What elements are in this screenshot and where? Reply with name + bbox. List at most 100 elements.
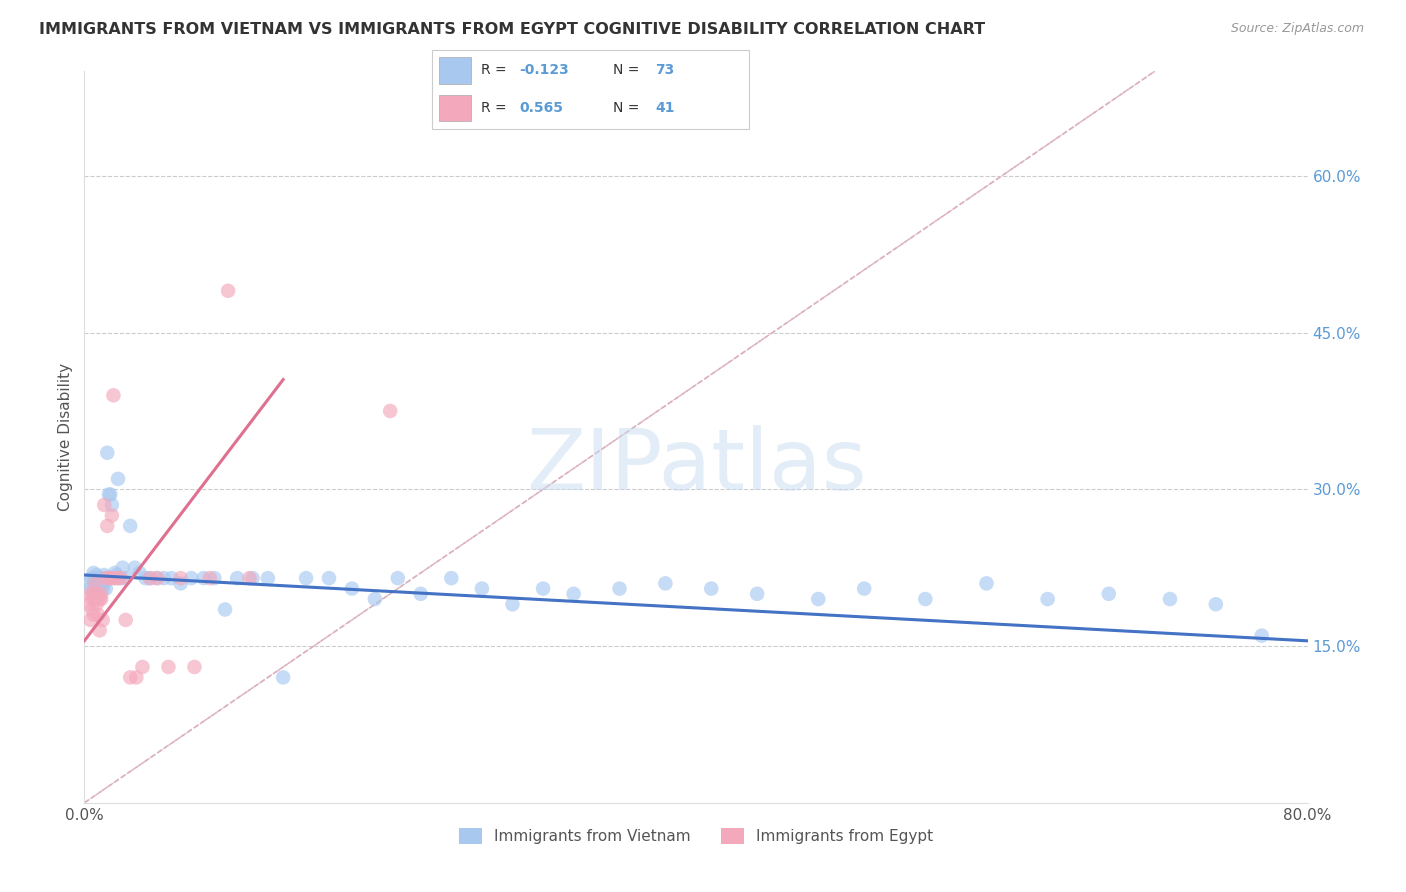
Point [97, 487, 120, 501]
Point [97, 571, 120, 585]
Text: 41: 41 [655, 101, 675, 115]
Point [94, 582, 117, 596]
Point [120, 519, 142, 533]
Point [96, 446, 118, 460]
Point [387, 571, 409, 585]
Point [1205, 597, 1227, 611]
Point [87, 607, 110, 622]
Point [93, 576, 115, 591]
Point [77, 597, 100, 611]
Point [84, 592, 107, 607]
Legend: Immigrants from Vietnam, Immigrants from Egypt: Immigrants from Vietnam, Immigrants from… [453, 822, 939, 850]
FancyBboxPatch shape [432, 50, 749, 128]
Point [87, 592, 110, 607]
FancyBboxPatch shape [439, 95, 471, 121]
Point [110, 571, 132, 585]
Point [87, 587, 110, 601]
Point [193, 571, 215, 585]
Point [914, 592, 936, 607]
Point [87, 571, 110, 585]
Text: N =: N = [613, 101, 644, 115]
Point [471, 582, 494, 596]
Text: R =: R = [481, 101, 510, 115]
Point [80, 592, 103, 607]
Point [976, 576, 998, 591]
Point [120, 670, 142, 684]
Point [807, 592, 830, 607]
Point [83, 587, 105, 601]
Point [98, 487, 121, 501]
Point [160, 571, 183, 585]
Text: R =: R = [481, 63, 510, 77]
Point [98, 571, 121, 585]
Point [80, 602, 103, 616]
Point [139, 571, 162, 585]
Point [128, 566, 150, 580]
Point [107, 571, 129, 585]
Point [135, 571, 157, 585]
Point [257, 571, 280, 585]
Point [83, 566, 105, 580]
Point [104, 571, 127, 585]
Point [242, 571, 264, 585]
Text: -0.123: -0.123 [519, 63, 569, 77]
Point [1159, 592, 1181, 607]
Point [364, 592, 387, 607]
Point [340, 582, 363, 596]
Point [91, 582, 114, 596]
Point [214, 602, 236, 616]
Point [90, 578, 112, 592]
Point [89, 624, 111, 638]
Point [125, 670, 148, 684]
Point [93, 568, 115, 582]
Point [91, 613, 114, 627]
Point [94, 571, 117, 585]
Point [111, 560, 134, 574]
Point [747, 587, 769, 601]
Point [79, 582, 101, 596]
Point [853, 582, 876, 596]
Point [1098, 587, 1121, 601]
Point [89, 576, 111, 591]
Point [90, 592, 112, 607]
Point [80, 571, 103, 585]
Point [79, 613, 101, 627]
Point [90, 587, 112, 601]
Point [380, 404, 402, 418]
Text: 73: 73 [655, 63, 675, 77]
Point [86, 587, 108, 601]
Point [96, 519, 118, 533]
Point [145, 571, 167, 585]
Point [1036, 592, 1059, 607]
Point [108, 571, 131, 585]
Point [238, 571, 260, 585]
Point [107, 472, 129, 486]
FancyBboxPatch shape [439, 57, 471, 84]
Point [153, 571, 176, 585]
Point [146, 571, 169, 585]
Point [89, 592, 111, 607]
Point [409, 587, 432, 601]
Point [226, 571, 249, 585]
Point [180, 571, 202, 585]
Point [83, 607, 105, 622]
Point [84, 589, 107, 603]
Point [198, 571, 221, 585]
Point [295, 571, 318, 585]
Point [124, 560, 146, 574]
Point [90, 571, 112, 585]
Point [86, 597, 108, 611]
Point [271, 670, 294, 684]
Point [101, 508, 124, 523]
Point [103, 571, 125, 585]
Point [139, 571, 162, 585]
Point [103, 388, 125, 402]
Text: ZIPatlas: ZIPatlas [526, 425, 866, 508]
Point [77, 576, 100, 591]
Text: IMMIGRANTS FROM VIETNAM VS IMMIGRANTS FROM EGYPT COGNITIVE DISABILITY CORRELATIO: IMMIGRANTS FROM VIETNAM VS IMMIGRANTS FR… [39, 22, 986, 37]
Point [91, 574, 114, 589]
Point [183, 660, 205, 674]
Point [79, 587, 101, 601]
Point [105, 568, 128, 582]
Point [502, 597, 524, 611]
